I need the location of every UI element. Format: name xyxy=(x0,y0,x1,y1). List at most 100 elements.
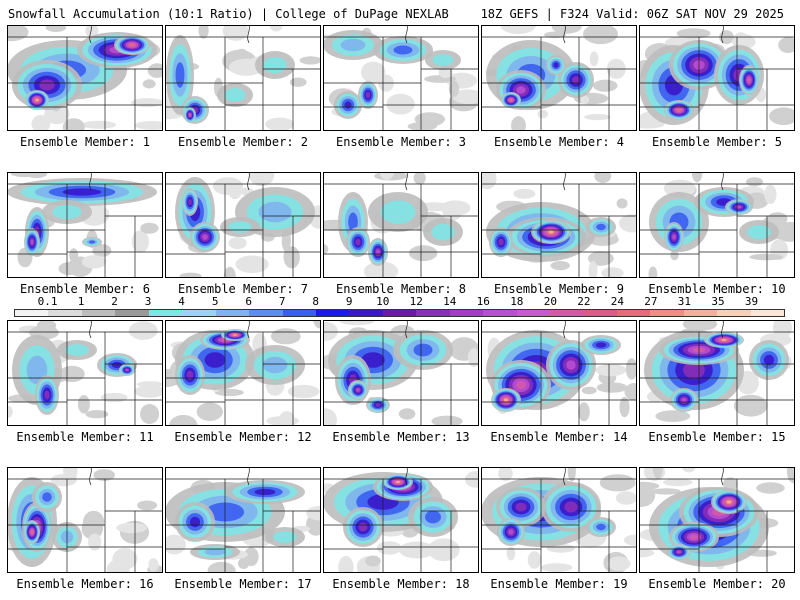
colorbar-tick-label: 35 xyxy=(711,295,725,308)
colorbar-tick-label: 1 xyxy=(77,295,85,308)
colorbar-swatch xyxy=(249,310,283,316)
snowfall-map xyxy=(7,172,163,278)
colorbar-tick-label: 5 xyxy=(211,295,219,308)
snowfall-map xyxy=(481,172,637,278)
colorbar-tick-label: 39 xyxy=(744,295,759,308)
ensemble-map-panel xyxy=(165,172,321,278)
ensemble-member-label: Ensemble Member: 11 xyxy=(16,430,154,444)
snowfall-map xyxy=(639,25,795,131)
state-borders xyxy=(165,467,321,573)
snowfall-map xyxy=(639,172,795,278)
colorbar-swatch xyxy=(148,310,183,316)
colorbar-swatch xyxy=(115,310,149,316)
snowfall-map xyxy=(639,467,795,573)
colorbar-swatch xyxy=(48,310,82,316)
colorbar-swatch xyxy=(483,310,517,316)
ensemble-map-panel xyxy=(7,467,163,573)
colorbar-tick-label: 14 xyxy=(443,295,457,308)
run-valid-time: 18Z GEFS | F324 Valid: 06Z SAT NOV 29 20… xyxy=(480,7,784,21)
ensemble-map-panel xyxy=(7,25,163,131)
colorbar-tick-label: 12 xyxy=(409,295,423,308)
colorbar-swatch xyxy=(717,310,751,316)
colorbar-swatch xyxy=(416,310,450,316)
colorbar-swatch xyxy=(683,310,718,316)
colorbar-tick-label: 22 xyxy=(577,295,591,308)
state-borders xyxy=(7,320,163,426)
colorbar-tick-label: 0.1 xyxy=(37,295,58,308)
state-borders xyxy=(323,172,479,278)
state-borders xyxy=(481,467,637,573)
ensemble-member-label: Ensemble Member: 20 xyxy=(648,577,786,591)
colorbar-tick-label: 9 xyxy=(345,295,353,308)
ensemble-map-panel xyxy=(639,25,795,131)
colorbar-swatches xyxy=(14,309,785,317)
snowfall-map xyxy=(165,25,321,131)
snowfall-map xyxy=(7,467,163,573)
colorbar-swatch xyxy=(315,310,350,316)
ensemble-member-label: Ensemble Member: 8 xyxy=(335,282,467,296)
ensemble-map-panel xyxy=(323,172,479,278)
state-borders xyxy=(323,320,479,426)
ensemble-member-label: Ensemble Member: 6 xyxy=(19,282,151,296)
ensemble-member-label: Ensemble Member: 18 xyxy=(332,577,470,591)
ensemble-map-panel xyxy=(7,172,163,278)
colorbar-tick-label: 27 xyxy=(644,295,658,308)
colorbar-legend: 0.1 1 2 3 4 5 6 7 8 9 10 12 14 16 18 20 22 24 27 31 35 39 xyxy=(14,296,785,318)
ensemble-map-panel xyxy=(481,172,637,278)
snowfall-map xyxy=(481,467,637,573)
colorbar-tick-label: 18 xyxy=(510,295,524,308)
ensemble-map-panel xyxy=(165,467,321,573)
colorbar-swatch xyxy=(550,310,584,316)
snowfall-map xyxy=(7,320,163,426)
colorbar-tick-label: 6 xyxy=(245,295,252,308)
colorbar-swatch xyxy=(516,310,550,316)
snowfall-map xyxy=(481,320,637,426)
colorbar-tick-label: 16 xyxy=(476,295,490,308)
colorbar-tick-label: 2 xyxy=(111,295,118,308)
state-borders xyxy=(639,25,795,131)
snowfall-map xyxy=(165,320,321,426)
ensemble-map-panel xyxy=(481,467,637,573)
colorbar-tick-label: 3 xyxy=(144,295,152,308)
colorbar-swatch xyxy=(750,310,785,316)
state-borders xyxy=(323,25,479,131)
snowfall-map xyxy=(481,25,637,131)
ensemble-map-panel xyxy=(481,320,637,426)
state-borders xyxy=(481,172,637,278)
colorbar-tick-label: 31 xyxy=(677,295,692,308)
colorbar-swatch xyxy=(15,310,49,316)
ensemble-member-label: Ensemble Member: 13 xyxy=(332,430,470,444)
ensemble-map-panel xyxy=(639,172,795,278)
ensemble-member-label: Ensemble Member: 16 xyxy=(16,577,154,591)
ensemble-map-panel xyxy=(165,25,321,131)
colorbar-swatch xyxy=(583,310,617,316)
colorbar-swatch xyxy=(650,310,684,316)
colorbar-tick-label: 8 xyxy=(312,295,319,308)
colorbar-swatch xyxy=(282,310,316,316)
colorbar-swatch xyxy=(616,310,651,316)
colorbar-tick-label: 10 xyxy=(376,295,390,308)
colorbar-tick-label: 24 xyxy=(610,295,625,308)
state-borders xyxy=(7,172,163,278)
snowfall-map xyxy=(323,320,479,426)
ensemble-map-panel xyxy=(481,25,637,131)
ensemble-member-label: Ensemble Member: 9 xyxy=(493,282,625,296)
map-title: Snowfall Accumulation (10:1 Ratio) | Col… xyxy=(8,7,449,21)
colorbar-swatch xyxy=(449,310,484,316)
colorbar-tick-label: 7 xyxy=(278,295,286,308)
state-borders xyxy=(481,25,637,131)
snowfall-map xyxy=(639,320,795,426)
state-borders xyxy=(7,467,163,573)
ensemble-member-label: Ensemble Member: 15 xyxy=(648,430,786,444)
colorbar-swatch xyxy=(349,310,383,316)
ensemble-member-label: Ensemble Member: 4 xyxy=(493,135,625,149)
ensemble-map-panel xyxy=(639,467,795,573)
ensemble-map-panel xyxy=(323,467,479,573)
snowfall-map xyxy=(165,172,321,278)
ensemble-map-panel xyxy=(639,320,795,426)
snowfall-map xyxy=(323,467,479,573)
colorbar-swatch xyxy=(182,310,216,316)
ensemble-member-label: Ensemble Member: 10 xyxy=(648,282,786,296)
ensemble-member-label: Ensemble Member: 2 xyxy=(177,135,309,149)
colorbar-tick-label: 20 xyxy=(543,295,557,308)
